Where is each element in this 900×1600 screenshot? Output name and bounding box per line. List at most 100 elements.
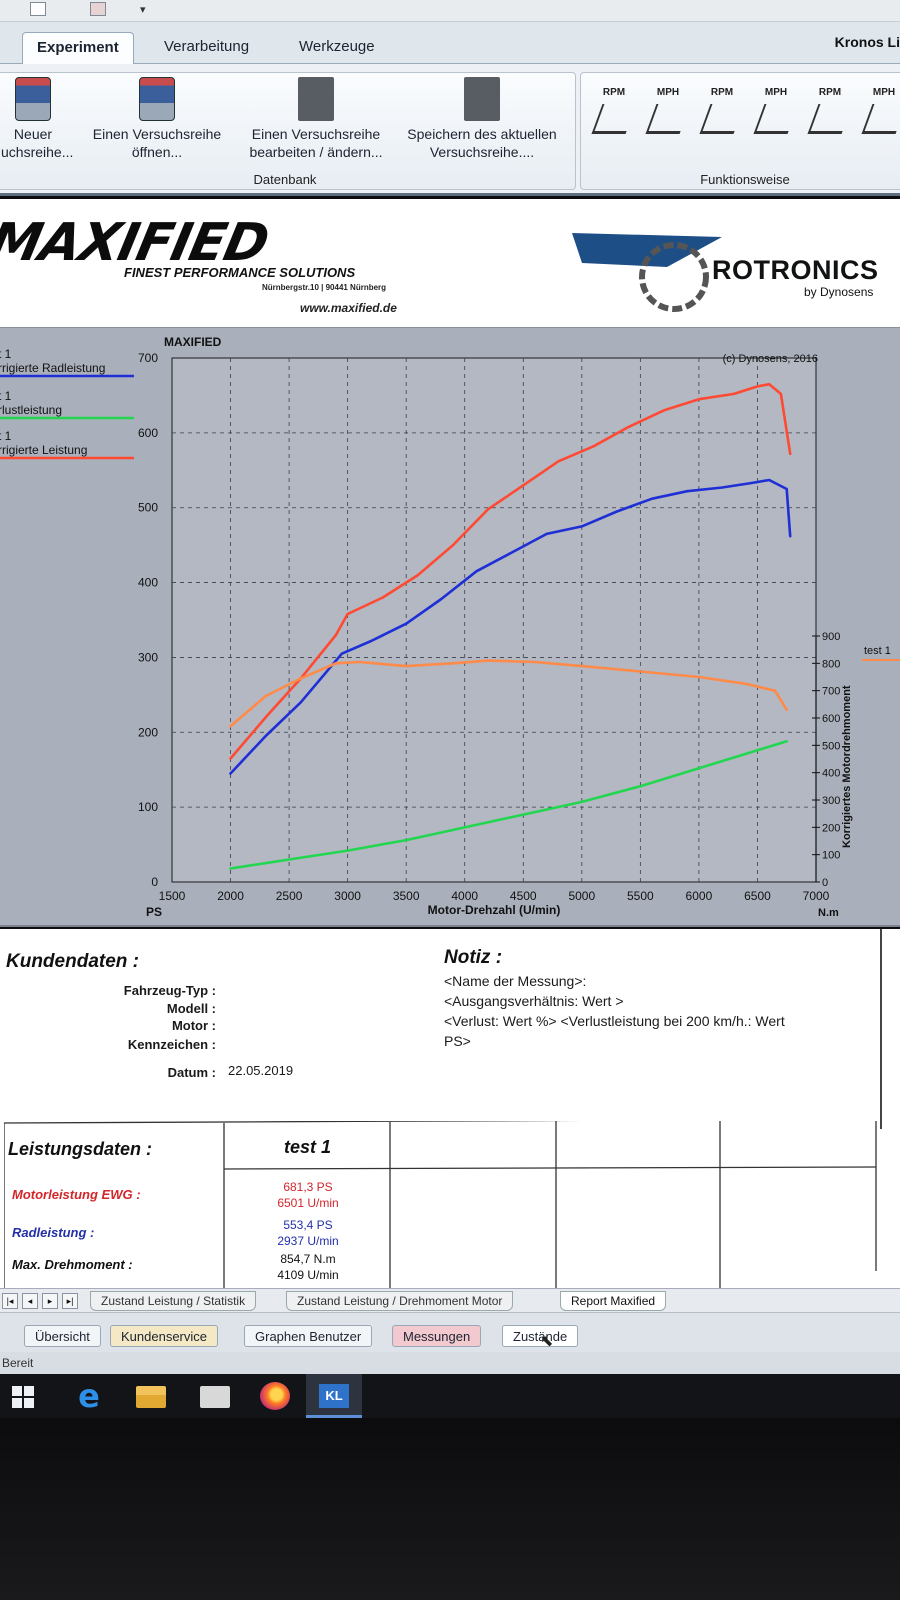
drehmoment-value: 854,7 N.m 4109 U/min	[226, 1251, 390, 1283]
quick-access-save-icon[interactable]	[30, 2, 46, 16]
edit-database-icon	[298, 77, 334, 121]
notiz-line: <Verlust: Wert %> <Verlustleistung bei 2…	[444, 1013, 785, 1029]
next-sheet-icon[interactable]: ▸	[42, 1293, 58, 1309]
ribbon-group-funktionsweise: RPM MPH RPM MPH RPM MPH Funktionsweise	[580, 72, 900, 190]
radleistung-label: Radleistung :	[12, 1225, 95, 1240]
y-left-tick-label: 600	[138, 426, 158, 440]
y-left-unit-label: PS	[146, 905, 162, 919]
motorleistung-rpm: 6501 U/min	[277, 1196, 339, 1210]
series-line-2	[229, 739, 789, 870]
plot-area	[171, 357, 817, 883]
radleistung-ps: 553,4 PS	[283, 1218, 333, 1232]
sheet-tab-drehmoment[interactable]: Zustand Leistung / Drehmoment Motor	[286, 1291, 514, 1311]
drehmoment-label: Max. Drehmoment :	[12, 1257, 133, 1272]
mode-mph-3-label: MPH	[872, 87, 896, 98]
leistungsdaten-title: Leistungsdaten :	[8, 1139, 153, 1159]
modell-label: Modell :	[166, 1001, 216, 1016]
maxified-address: Nürnbergstr.10 | 90441 Nürnberg	[262, 283, 387, 292]
mode-rpm-2-label: RPM	[710, 87, 734, 98]
mode-rpm-1-label: RPM	[602, 87, 626, 98]
y-left-tick-label: 500	[138, 501, 158, 515]
ramp-icon	[861, 104, 900, 134]
rotronics-logo: ROTRONICS	[712, 255, 879, 285]
x-tick-label: 3000	[334, 889, 361, 903]
performance-table-grid	[4, 1121, 877, 1291]
store-icon[interactable]	[200, 1386, 230, 1408]
x-tick-label: 4500	[510, 889, 537, 903]
series-line-4	[229, 659, 789, 728]
mouse-cursor-icon: ⬉	[540, 1333, 554, 1350]
datum-label: Datum :	[167, 1065, 216, 1080]
x-tick-label: 5000	[568, 889, 595, 903]
mode-mph-1-button[interactable]: MPH	[645, 87, 691, 153]
motorleistung-label: Motorleistung EWG :	[12, 1187, 141, 1202]
mode-mph-1-label: MPH	[656, 87, 680, 98]
mode-rpm-3-button[interactable]: RPM	[807, 87, 853, 153]
firefox-icon[interactable]	[260, 1382, 290, 1410]
y-right-tick-label: 800	[822, 658, 840, 670]
ramp-icon	[807, 104, 853, 134]
x-tick-label: 1500	[159, 889, 186, 903]
new-series-button[interactable]: Neuer uchsreihe...	[1, 77, 73, 161]
bottom-navigation: Übersicht Kundenservice Graphen Benutzer…	[0, 1312, 900, 1352]
open-series-button[interactable]: Einen Versuchsreihe öffnen...	[81, 77, 233, 161]
test1-column-header: test 1	[284, 1137, 332, 1157]
y-left-tick-label: 300	[138, 650, 158, 664]
datenbank-group-label: Datenbank	[253, 172, 317, 187]
mode-rpm-2-button[interactable]: RPM	[699, 87, 745, 153]
ribbon: Neuer uchsreihe... Einen Versuchsreihe ö…	[0, 64, 900, 196]
mode-rpm-1-button[interactable]: RPM	[591, 87, 637, 153]
kronos-app-badge: KL	[319, 1384, 349, 1408]
last-sheet-icon[interactable]: ▸|	[62, 1293, 78, 1309]
file-explorer-icon[interactable]	[136, 1386, 166, 1408]
mode-rpm-3-label: RPM	[818, 87, 842, 98]
tab-werkzeuge[interactable]: Werkzeuge	[299, 38, 375, 55]
legend-label: rlustleistung	[0, 403, 62, 417]
tab-zustaende[interactable]: Zustände	[502, 1325, 579, 1347]
edit-series-label-2: bearbeiten / ändern...	[249, 144, 383, 160]
y-right-tick-label: 200	[822, 822, 840, 834]
y-right-tick-label: 700	[822, 686, 840, 698]
rotronics-logo-icon	[572, 233, 722, 312]
x-tick-label: 2000	[217, 889, 244, 903]
motor-label: Motor :	[171, 1018, 216, 1033]
first-sheet-icon[interactable]: |◂	[2, 1293, 18, 1309]
chart-title: MAXIFIED	[164, 335, 222, 349]
kronos-app-icon[interactable]: KL	[306, 1374, 362, 1418]
quick-access-print-icon[interactable]	[90, 2, 106, 16]
y-right-tick-label: 300	[822, 795, 840, 807]
y-right-tick-label: 0	[822, 877, 828, 889]
mode-mph-3-button[interactable]: MPH	[861, 87, 900, 153]
new-series-label-1: Neuer	[13, 126, 53, 142]
tab-verarbeitung[interactable]: Verarbeitung	[164, 38, 250, 55]
sheet-tab-statistik[interactable]: Zustand Leistung / Statistik	[90, 1291, 257, 1311]
right-legend-label: test 1	[864, 645, 891, 657]
edit-series-button[interactable]: Einen Versuchsreihe bearbeiten / ändern.…	[239, 77, 393, 161]
tab-uebersicht[interactable]: Übersicht	[24, 1325, 101, 1347]
save-series-label-1: Speichern des aktuellen	[407, 126, 557, 142]
quick-access-dropdown-icon[interactable]: ▾	[140, 4, 146, 16]
curve-icon	[753, 104, 799, 134]
x-tick-label: 2500	[276, 889, 303, 903]
y-left-tick-label: 700	[138, 351, 158, 365]
tab-experiment[interactable]: Experiment	[22, 32, 134, 64]
kundendaten-title: Kundendaten :	[6, 951, 139, 972]
save-series-button[interactable]: Speichern des aktuellen Versuchsreihe...…	[397, 77, 567, 161]
performance-table: Leistungsdaten : test 1 Motorleistung EW…	[4, 1121, 878, 1291]
x-tick-label: 6000	[686, 889, 713, 903]
mode-mph-2-button[interactable]: MPH	[753, 87, 799, 153]
tab-graphen-benutzer[interactable]: Graphen Benutzer	[244, 1325, 373, 1347]
windows-start-icon[interactable]	[12, 1386, 34, 1408]
tab-kundenservice[interactable]: Kundenservice	[110, 1325, 218, 1347]
y-left-tick-label: 100	[138, 800, 158, 814]
curve-icon	[591, 104, 637, 134]
y-right-unit-label: N.m	[818, 907, 839, 919]
tab-messungen[interactable]: Messungen	[392, 1325, 482, 1347]
datum-value: 22.05.2019	[228, 1063, 294, 1078]
edge-browser-icon[interactable]: e	[78, 1377, 100, 1415]
open-series-label-1: Einen Versuchsreihe	[92, 126, 222, 142]
prev-sheet-icon[interactable]: ◂	[22, 1293, 38, 1309]
sheet-tab-report[interactable]: Report Maxified	[560, 1291, 667, 1311]
new-database-icon	[15, 77, 51, 121]
x-tick-label: 4000	[451, 889, 478, 903]
